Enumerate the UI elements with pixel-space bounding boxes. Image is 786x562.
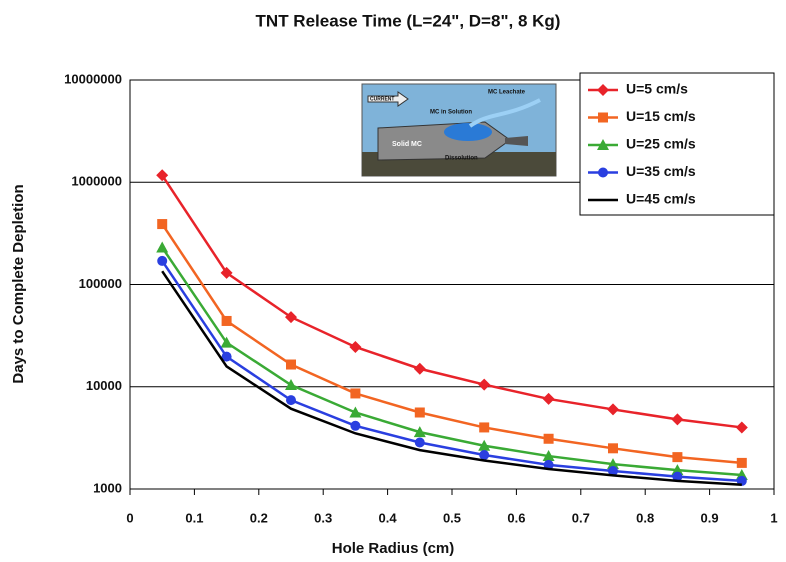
inset-label: CURRENT (370, 96, 394, 102)
inset-label: MC Leachate (488, 90, 526, 96)
x-tick-label: 0.5 (443, 510, 461, 525)
marker (735, 421, 748, 434)
y-axis-label: Days to Complete Depletion (10, 184, 27, 383)
series-line (161, 246, 742, 477)
marker (672, 471, 683, 482)
marker (672, 452, 683, 463)
x-tick-label: 0.9 (701, 510, 719, 525)
inset-arrow (367, 91, 409, 107)
inset-label: Solid MC (392, 141, 422, 148)
y-tick-label: 10000000 (64, 71, 122, 86)
marker (608, 443, 618, 454)
marker (414, 437, 425, 448)
inset-plume (444, 123, 492, 141)
marker (478, 378, 491, 391)
plot-frame (129, 79, 775, 490)
series-line (161, 260, 742, 483)
marker (414, 407, 425, 418)
marker (350, 388, 361, 399)
marker (221, 315, 232, 326)
inset-label: Dissolution (445, 156, 478, 162)
marker (671, 413, 684, 426)
marker (157, 255, 168, 266)
legend-label: U=5 cm/s (626, 81, 688, 97)
marker (220, 336, 233, 348)
marker (350, 420, 361, 431)
marker (607, 403, 619, 416)
marker (478, 439, 491, 451)
inset-leachate (468, 98, 541, 128)
x-tick-label: 0 (126, 510, 133, 525)
marker (286, 395, 296, 406)
marker (736, 457, 747, 468)
x-tick-label: 0.2 (250, 510, 268, 525)
marker (285, 311, 297, 324)
x-axis-label: Hole Radius (cm) (332, 540, 455, 557)
legend-marker (598, 167, 608, 178)
y-tick-label: 1000000 (71, 174, 122, 189)
y-tick-label: 10000 (86, 378, 122, 393)
series-line (161, 270, 742, 487)
marker (349, 340, 362, 353)
inset-nose (505, 136, 528, 146)
x-tick-label: 0.4 (379, 510, 398, 525)
marker (156, 241, 169, 253)
x-tick-label: 0.8 (636, 510, 654, 525)
legend-label: U=45 cm/s (626, 191, 696, 207)
legend-marker (597, 84, 609, 96)
marker (220, 266, 233, 279)
marker (479, 422, 490, 433)
marker (413, 362, 426, 375)
x-tick-label: 0.6 (507, 510, 525, 525)
marker (157, 219, 168, 230)
marker (607, 458, 619, 470)
x-tick-label: 0.3 (314, 510, 332, 525)
marker (285, 379, 297, 391)
inset-diagram (361, 83, 557, 177)
marker (542, 450, 555, 462)
x-tick-label: 0.7 (572, 510, 590, 525)
legend-marker (598, 112, 608, 123)
x-tick-label: 0.1 (185, 510, 203, 525)
chart-title: TNT Release Time (L=24", D=8", 8 Kg) (256, 11, 561, 30)
marker (221, 351, 232, 362)
y-tick-label: 1000 (93, 480, 122, 495)
y-tick-label: 100000 (79, 276, 122, 291)
x-tick-label: 1 (770, 510, 777, 525)
inset-label: MC in Solution (430, 110, 472, 116)
legend-label: U=35 cm/s (626, 163, 696, 179)
series-line (161, 174, 742, 429)
marker (349, 406, 362, 418)
legend-marker (597, 139, 609, 150)
marker (542, 392, 555, 405)
legend-label: U=25 cm/s (626, 136, 696, 152)
marker (479, 450, 490, 461)
marker (156, 169, 169, 182)
marker (608, 465, 618, 476)
marker (286, 359, 296, 370)
marker (543, 433, 554, 444)
legend-label: U=15 cm/s (626, 108, 696, 124)
marker (671, 464, 684, 476)
series-line (161, 223, 742, 465)
marker (413, 426, 426, 438)
